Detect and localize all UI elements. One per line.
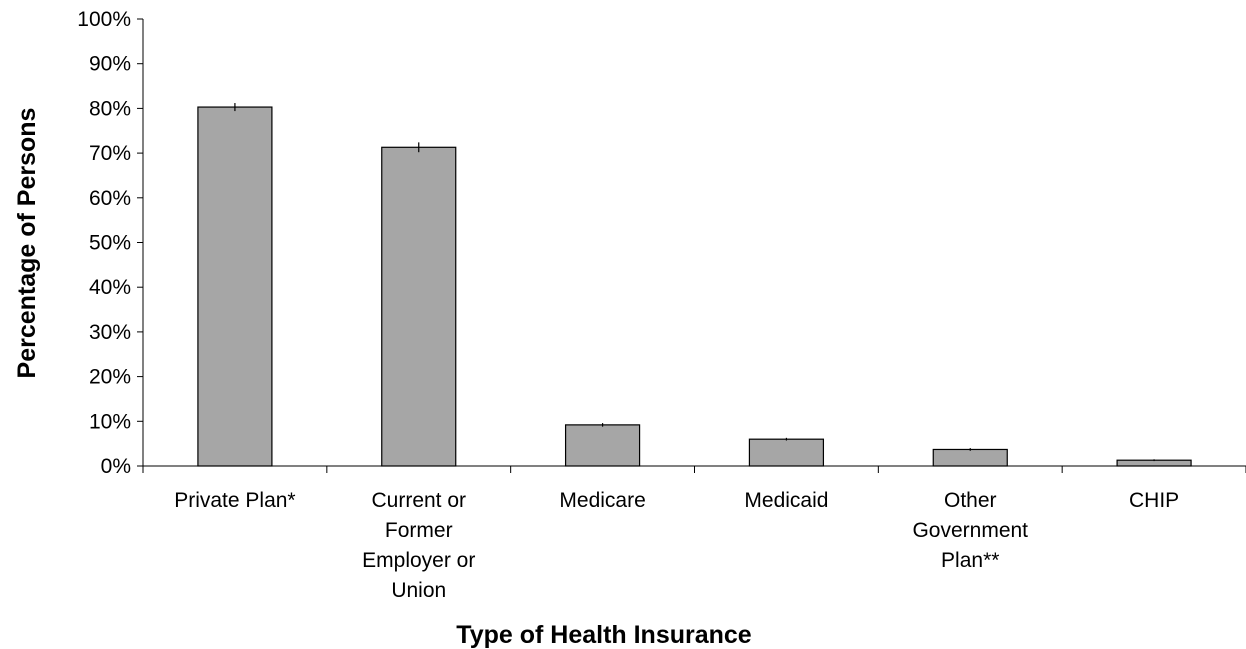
y-tick-label: 90% [89, 53, 131, 76]
category-label: Private Plan* [174, 489, 295, 512]
y-tick-label: 80% [89, 97, 131, 120]
category-label: Medicaid [744, 489, 828, 512]
y-tick-label: 10% [89, 410, 131, 433]
x-axis [142, 465, 1246, 473]
y-tick-label: 100% [77, 8, 131, 31]
bar [932, 448, 1008, 467]
bar [381, 146, 457, 467]
category-label: Other Government Plan** [912, 489, 1028, 572]
y-tick-label: 30% [89, 321, 131, 344]
y-axis: 0% 10% 20% 30% 40% 50% 60% 70% 80% 90% 100% [77, 8, 144, 478]
bars [197, 103, 1192, 467]
y-tick-label: 60% [89, 187, 131, 210]
bar [748, 438, 825, 467]
y-axis-title: Percentage of Persons [13, 108, 41, 379]
bar [197, 106, 273, 467]
x-axis-title: Type of Health Insurance [456, 621, 752, 649]
bar [564, 424, 641, 467]
y-tick-label: 20% [89, 366, 131, 389]
y-tick-label: 40% [89, 276, 131, 299]
y-tick-label: 70% [89, 142, 131, 165]
category-labels: Private Plan* Current or Former Employer or… [174, 489, 1179, 602]
y-tick-label: 50% [89, 232, 131, 255]
category-label: Current or Former Employer or Union [362, 489, 475, 602]
category-label: CHIP [1129, 489, 1179, 512]
category-label: Medicare [559, 489, 645, 512]
y-tick-label: 0% [101, 455, 131, 478]
